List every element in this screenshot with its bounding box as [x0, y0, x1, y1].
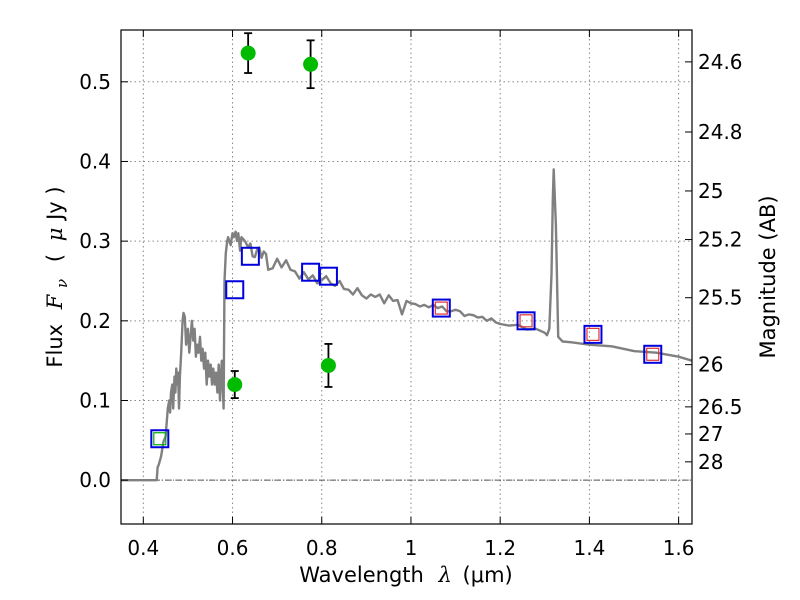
magnitude-tick-label: 26.5	[698, 395, 743, 419]
x-label-unit: (μm)	[463, 563, 513, 587]
y-tick-label: 0.5	[79, 70, 111, 94]
model-flux-square	[643, 344, 663, 364]
magnitude-axis-ticks: 24.6 24.8 25 25.2 25.5 26 26.5 27 28	[685, 50, 743, 474]
model-flux-square	[240, 246, 260, 266]
y-label-unit-close: Jy )	[43, 186, 67, 222]
y-label-prefix: Flux	[43, 324, 67, 368]
model-flux-square	[583, 324, 603, 344]
magnitude-tick-label: 27	[698, 422, 723, 446]
plot-frame	[120, 29, 693, 525]
x-tick-label: 1.2	[484, 536, 516, 560]
x-axis-ticks: 0.4 0.6 0.8 1 1.2 1.4 1.6	[127, 30, 695, 560]
y-label-unit-open: (	[43, 254, 67, 262]
x-tick-label: 1	[405, 536, 418, 560]
y-tick-label: 0.4	[79, 149, 111, 173]
y-tick-label: 0.1	[79, 389, 111, 413]
y-axis-label: Flux F ν ( μ Jy )	[43, 186, 72, 367]
observed-flux-point	[227, 377, 243, 393]
y-label-subscript: ν	[53, 279, 71, 288]
x-tick-label: 1.4	[573, 536, 605, 560]
y-label-unit-mu: μ	[43, 228, 67, 242]
model-spectrum-line	[121, 168, 693, 482]
x-tick-label: 0.4	[127, 536, 159, 560]
y-axis-ticks: 0.0 0.1 0.2 0.3 0.4 0.5	[79, 70, 128, 492]
magnitude-tick-label: 25.2	[698, 228, 743, 252]
y-tick-label: 0.2	[79, 309, 111, 333]
observed-flux-point	[320, 357, 336, 373]
magnitude-tick-label: 24.6	[698, 50, 743, 74]
magnitude-tick-label: 25	[698, 179, 723, 203]
x-tick-label: 0.8	[306, 536, 338, 560]
x-axis-label: Wavelength λ (μm)	[299, 563, 512, 587]
model-flux-square	[225, 280, 245, 300]
grid	[121, 30, 692, 524]
magnitude-tick-label: 26	[698, 353, 723, 377]
model-flux-square	[318, 266, 338, 286]
magnitude-axis-label: Magnitude (AB)	[756, 195, 780, 358]
observed-flux-point	[303, 56, 319, 72]
model-flux-inner-square	[646, 347, 660, 361]
model-flux-squares	[150, 246, 663, 449]
model-flux-inner-square	[153, 432, 167, 446]
observed-flux-points	[227, 32, 336, 400]
model-flux-square	[150, 429, 170, 449]
model-flux-inner-square	[519, 314, 533, 328]
magnitude-tick-label: 25.5	[698, 286, 743, 310]
y-tick-label: 0.0	[79, 468, 111, 492]
x-label-prefix: Wavelength	[299, 563, 424, 587]
y-tick-label: 0.3	[79, 229, 111, 253]
model-flux-square	[431, 298, 451, 318]
model-flux-inner-square	[434, 301, 448, 315]
magnitude-tick-label: 24.8	[698, 120, 743, 144]
x-label-symbol: λ	[438, 563, 452, 587]
magnitude-tick-label: 28	[698, 450, 723, 474]
x-tick-label: 0.6	[217, 536, 249, 560]
x-tick-label: 1.6	[663, 536, 695, 560]
y-label-symbol: F	[43, 293, 67, 310]
observed-flux-point	[240, 45, 256, 61]
model-flux-inner-square	[586, 327, 600, 341]
model-flux-square	[516, 311, 536, 331]
